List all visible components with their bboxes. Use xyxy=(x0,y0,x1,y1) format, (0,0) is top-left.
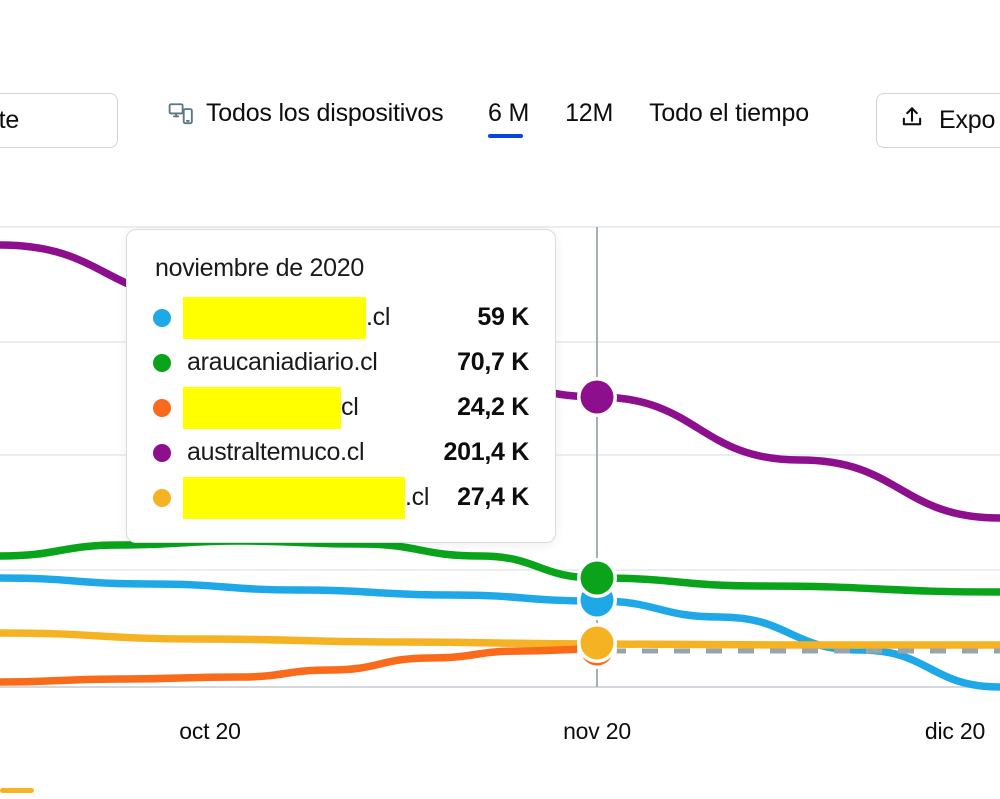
tooltip-series-value: 59 K xyxy=(477,303,529,331)
export-button-label: Expo xyxy=(939,106,996,134)
tooltip-series-color-dot xyxy=(153,443,171,462)
tooltip-series-value: 201,4 K xyxy=(443,438,530,466)
tab-6m-label: 6 M xyxy=(488,99,530,127)
tooltip-series-color-dot xyxy=(153,353,171,372)
tooltip-series-color-dot xyxy=(153,398,171,417)
tooltip-series-value: 27,4 K xyxy=(457,483,529,511)
x-axis-tick-label: dic 20 xyxy=(924,718,986,744)
tab-6m[interactable]: 6 M xyxy=(488,99,529,144)
tooltip-series-label-suffix: cl xyxy=(341,393,359,421)
x-axis-tick-label: oct 20 xyxy=(179,718,241,744)
tooltip-series-label-suffix: .cl xyxy=(366,303,391,331)
chart-x-axis: oct 20 nov 20 dic 20 xyxy=(0,700,1000,750)
tooltip-row: .cl 59 K xyxy=(153,295,529,340)
redaction-highlight xyxy=(183,386,341,429)
chart-hover-tooltip: noviembre de 2020 .cl 59 K araucaniadiario… xyxy=(126,229,556,543)
redaction-highlight xyxy=(183,296,366,339)
tooltip-row: australtemuco.cl 201,4 K xyxy=(153,430,529,475)
tooltip-series-label: australtemuco.cl xyxy=(175,438,430,467)
legend-color-swatch-partial xyxy=(0,788,34,793)
tab-all-time[interactable]: Todo el tiempo xyxy=(649,99,809,144)
time-range-tabs: 6 M 12M Todo el tiempo xyxy=(488,99,809,144)
device-selector-label: Todos los dispositivos xyxy=(206,99,444,127)
tooltip-series-color-dot xyxy=(153,308,171,327)
tooltip-series-color-dot xyxy=(153,488,171,507)
device-selector[interactable]: Todos los dispositivos xyxy=(168,99,444,128)
tooltip-series-label-text: australtemuco.cl xyxy=(187,438,365,466)
tooltip-series-label: araucaniadiario.cl xyxy=(175,348,443,377)
chart-toolbar: e rebote Todos los dispositivos 6 M 12M xyxy=(0,0,1000,180)
upload-icon xyxy=(899,104,925,137)
devices-icon xyxy=(168,101,194,127)
tooltip-series-value: 24,2 K xyxy=(457,393,529,421)
redaction-highlight xyxy=(183,476,405,519)
chart-hover-markers xyxy=(577,377,617,669)
tooltip-series-label: .cl xyxy=(175,476,443,519)
tooltip-series-value: 70,7 K xyxy=(457,348,529,376)
export-button[interactable]: Expo xyxy=(876,93,1000,148)
tab-all-time-label: Todo el tiempo xyxy=(649,99,809,127)
tooltip-series-label-suffix: .cl xyxy=(405,483,430,511)
x-axis-tick-label: nov 20 xyxy=(563,718,631,744)
chart-series-lines xyxy=(0,241,1000,691)
tab-12m[interactable]: 12M xyxy=(565,99,613,144)
tooltip-row: araucaniadiario.cl 70,7 K xyxy=(153,340,529,385)
bounce-rate-metric-label: e rebote xyxy=(0,106,20,134)
tooltip-series-label: cl xyxy=(175,386,443,429)
tooltip-title: noviembre de 2020 xyxy=(155,254,364,282)
tooltip-rows: .cl 59 K araucaniadiario.cl 70,7 K cl 24,2 K a… xyxy=(153,295,529,520)
bounce-rate-metric-button[interactable]: e rebote xyxy=(0,93,118,148)
tooltip-row: cl 24,2 K xyxy=(153,385,529,430)
tooltip-series-label: .cl xyxy=(175,296,463,339)
tooltip-row: .cl 27,4 K xyxy=(153,475,529,520)
tooltip-series-label-text: araucaniadiario.cl xyxy=(187,348,378,376)
tab-12m-label: 12M xyxy=(565,99,614,127)
